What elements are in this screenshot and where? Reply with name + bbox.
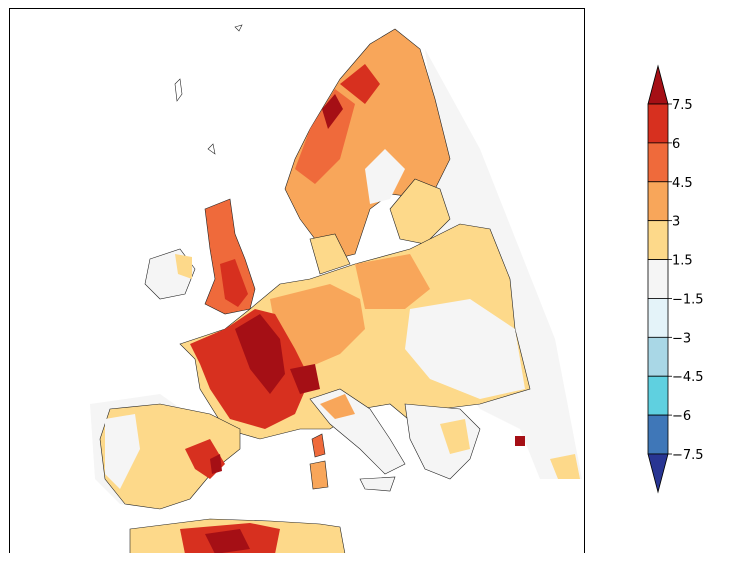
colorbar-tick-label: −3 bbox=[672, 331, 691, 346]
colorbar-swatch bbox=[647, 414, 669, 455]
colorbar-tick-label: 1.5 bbox=[672, 254, 693, 269]
continental-europe bbox=[179, 223, 580, 480]
colorbar-arrow-bottom bbox=[647, 453, 669, 494]
colorbar-swatch bbox=[647, 375, 669, 416]
colorbar-swatch bbox=[647, 142, 669, 183]
scandinavia bbox=[284, 28, 451, 275]
colorbar-tick-label: 7.5 bbox=[672, 98, 693, 113]
northern-islets bbox=[174, 24, 243, 155]
colorbar-arrow-top bbox=[647, 64, 669, 105]
colorbar-tick-label: −4.5 bbox=[672, 370, 704, 385]
colorbar-tick-label: 6 bbox=[672, 137, 680, 152]
colorbar-tick-label: −6 bbox=[672, 409, 691, 424]
colorbar-swatch bbox=[647, 103, 669, 144]
colorbar-swatch bbox=[647, 259, 669, 299]
iberian-peninsula bbox=[99, 403, 241, 510]
colorbar-swatch bbox=[647, 181, 669, 222]
colorbar-swatch bbox=[647, 298, 669, 338]
map-panel bbox=[9, 8, 585, 553]
colorbar-swatch bbox=[647, 336, 669, 377]
colorbar-tick-label: −7.5 bbox=[672, 448, 704, 463]
mediterranean-islands bbox=[309, 433, 396, 492]
colorbar-tick-label: 3 bbox=[672, 215, 680, 230]
colorbar-legend: 7.5 6 4.5 3 1.5 −1.5 −3 −4.5 −6 −7.5 bbox=[647, 64, 704, 494]
colorbar-tick-label: 4.5 bbox=[672, 176, 693, 191]
colorbar-swatch bbox=[647, 220, 669, 260]
colorbar-tick-label: −1.5 bbox=[672, 292, 704, 307]
north-africa bbox=[129, 518, 346, 553]
europe-anomaly-map bbox=[90, 24, 582, 553]
british-isles bbox=[144, 198, 256, 315]
